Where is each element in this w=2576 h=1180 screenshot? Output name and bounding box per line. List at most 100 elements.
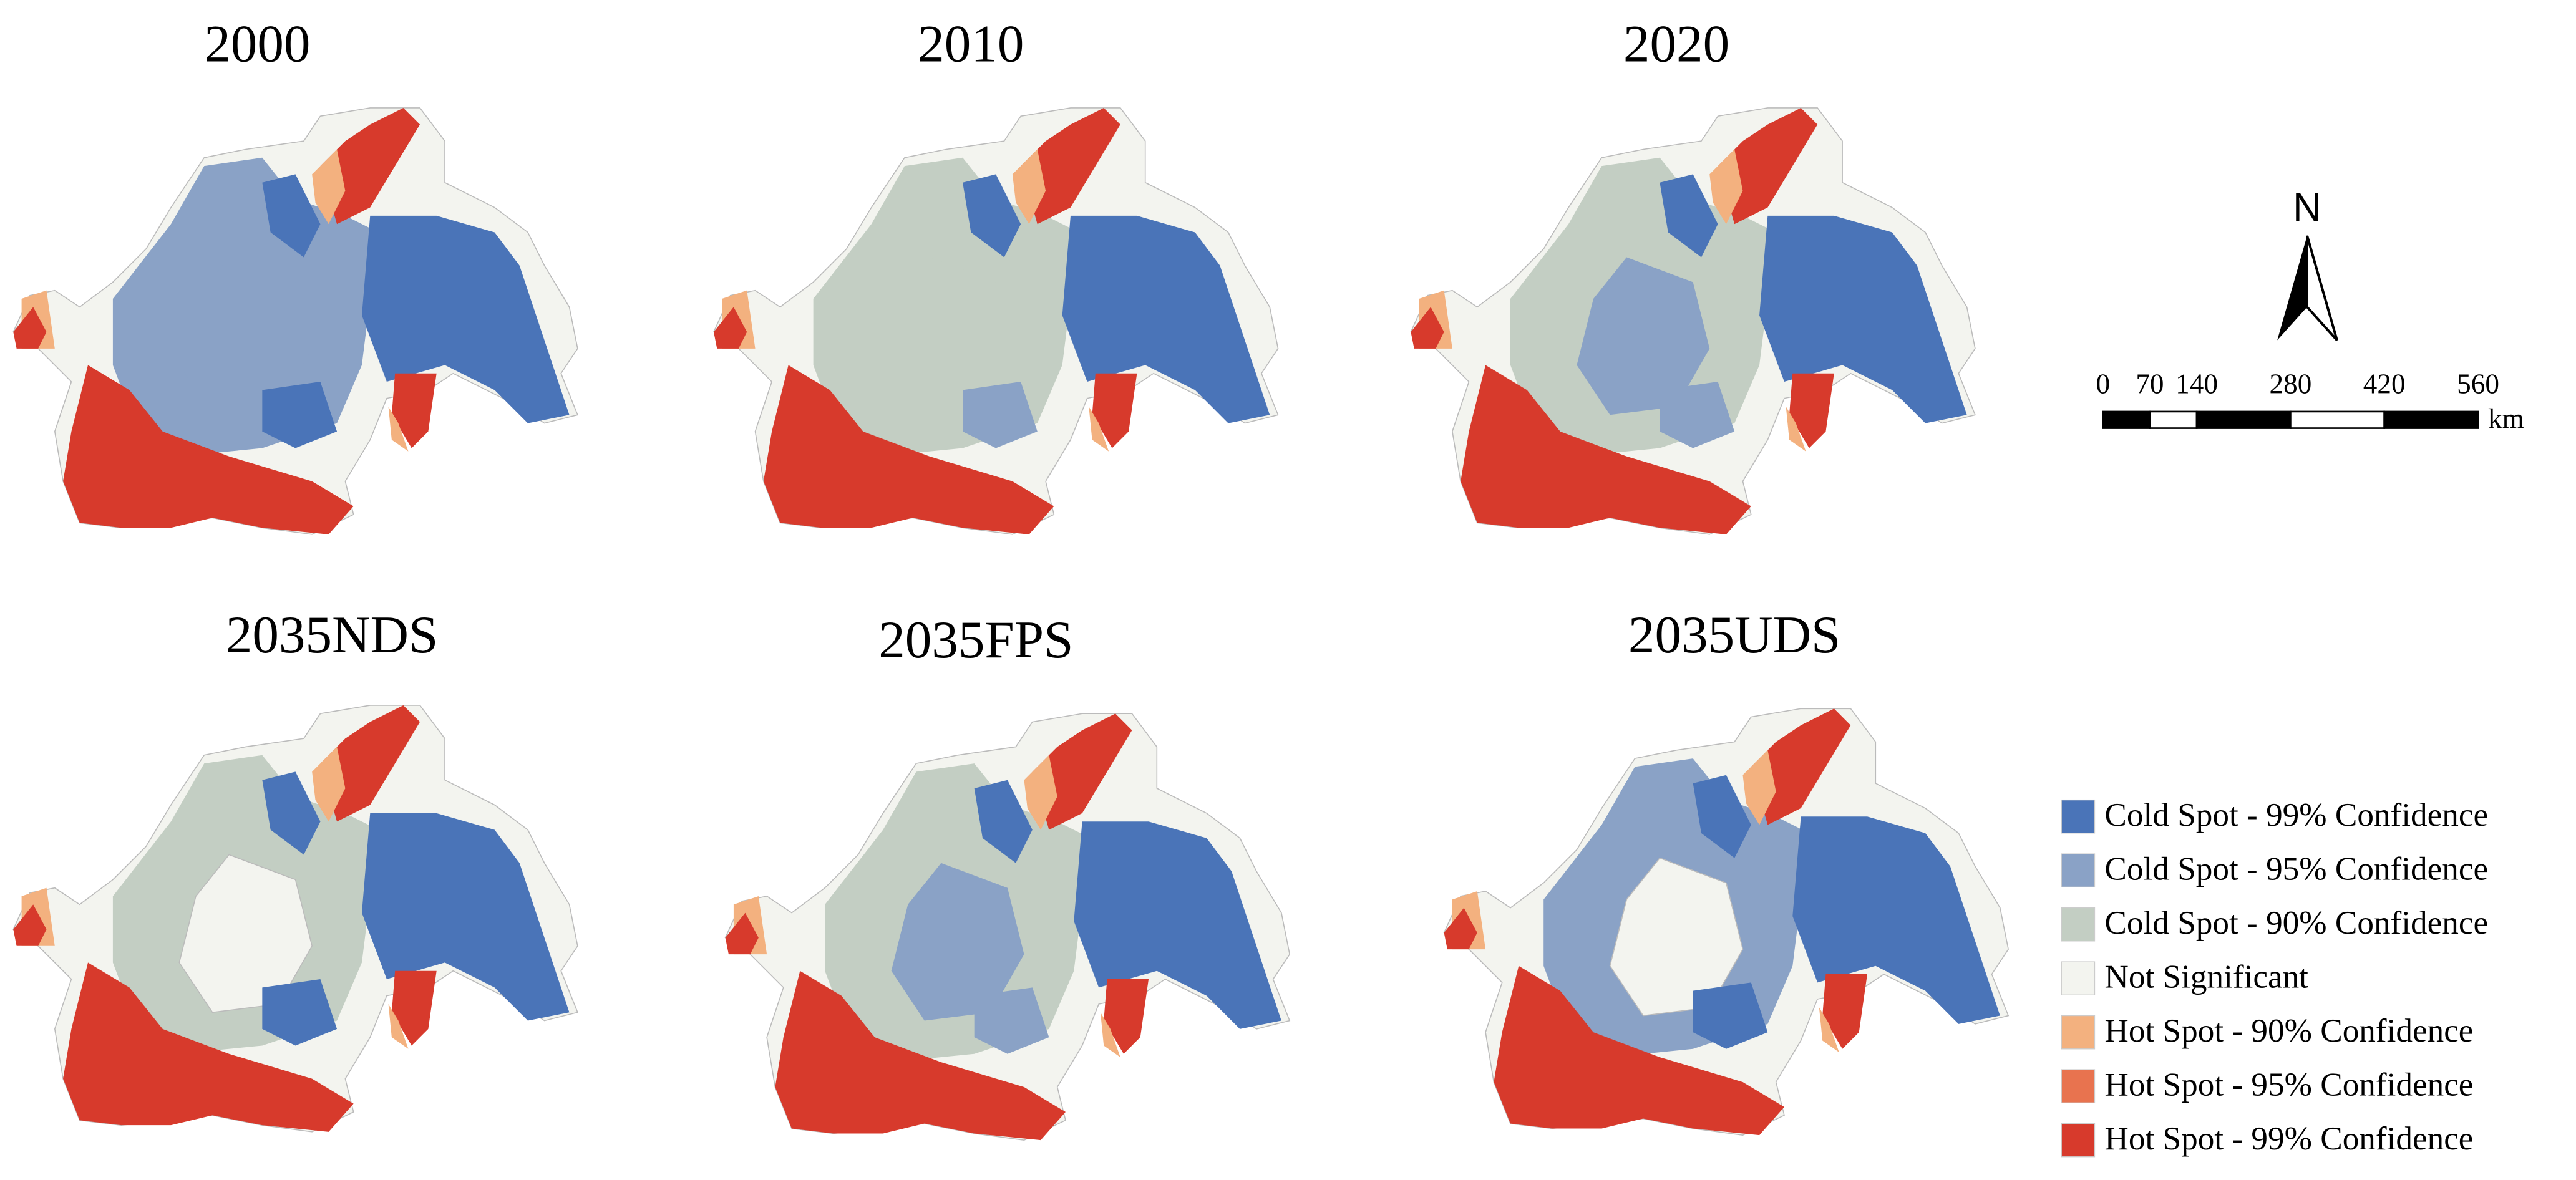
scale-segment xyxy=(2290,410,2386,429)
map-region xyxy=(63,962,354,1132)
map-region xyxy=(388,406,409,452)
map-region xyxy=(178,854,313,1013)
map-region xyxy=(320,107,420,225)
map-region xyxy=(13,904,47,946)
map-region xyxy=(391,373,437,448)
arrow-left xyxy=(2277,235,2308,341)
panel-title: 2010 xyxy=(918,14,1024,73)
map-region xyxy=(725,912,759,955)
scale-tick-label: 70 xyxy=(2136,369,2164,400)
map-region xyxy=(1742,750,1776,825)
map-region xyxy=(13,307,47,349)
map-region xyxy=(262,382,338,448)
north-label: N xyxy=(2293,185,2321,230)
map-region xyxy=(1792,816,2000,1024)
legend-swatch xyxy=(2061,1069,2096,1103)
map-region xyxy=(1693,982,1768,1049)
hotspot-map xyxy=(12,705,578,1133)
scale-tick-label: 0 xyxy=(2096,369,2110,400)
scale-tick-label: 140 xyxy=(2175,369,2218,400)
hotspot-map xyxy=(1410,107,1976,535)
panel-title: 2000 xyxy=(204,14,310,73)
map-region xyxy=(320,705,420,822)
map-region xyxy=(963,174,1021,258)
map-region xyxy=(1709,149,1743,225)
map-region xyxy=(1660,382,1735,448)
panel-title: 2035UDS xyxy=(1628,606,1841,664)
legend-label: Cold Spot - 90% Confidence xyxy=(2104,904,2488,941)
map-region xyxy=(63,365,354,534)
map-region xyxy=(1024,755,1057,830)
scale-segment xyxy=(2149,410,2198,429)
legend-label: Hot Spot - 99% Confidence xyxy=(2104,1120,2473,1157)
map-region xyxy=(1461,365,1751,534)
panel-title: 2035NDS xyxy=(226,606,439,664)
map-region xyxy=(1718,107,1818,225)
map-region xyxy=(1819,1007,1839,1053)
scale-tick-label: 280 xyxy=(2269,369,2311,400)
legend-label: Hot Spot - 95% Confidence xyxy=(2104,1066,2473,1103)
map-region xyxy=(361,813,570,1021)
legend-label: Not Significant xyxy=(2104,959,2308,995)
scale-bar: 0 70 140 280 420 560 km xyxy=(2096,369,2524,435)
scale-segment xyxy=(2383,410,2479,429)
legend-swatch xyxy=(2061,907,2096,942)
hotspot-map xyxy=(724,713,1291,1141)
map-region xyxy=(1104,979,1149,1054)
north-arrow: N xyxy=(2277,185,2338,341)
map-region xyxy=(391,970,437,1046)
map-region xyxy=(1577,257,1710,415)
map-region xyxy=(1032,713,1132,830)
map-region xyxy=(312,747,346,822)
map-region xyxy=(891,863,1024,1021)
panel-title: 2035FPS xyxy=(878,611,1073,669)
map-region xyxy=(974,987,1049,1054)
legend-swatch xyxy=(2061,961,2096,995)
map-region xyxy=(388,1003,409,1049)
legend-swatch xyxy=(2061,799,2096,834)
legend-label: Cold Spot - 95% Confidence xyxy=(2104,851,2488,887)
map-region xyxy=(1089,406,1109,452)
map-region xyxy=(312,149,346,225)
map-region xyxy=(1660,174,1718,258)
map-region xyxy=(1751,708,1851,825)
map-region xyxy=(1012,149,1046,225)
scale-tick-label: 560 xyxy=(2457,369,2499,400)
map-region xyxy=(1074,821,1281,1029)
map-region xyxy=(1100,1012,1120,1058)
map-panels: 2000 2010 2020 2035NDS 2035FPS 2035UDS xyxy=(12,14,2010,1141)
map-region xyxy=(713,307,747,349)
hotspot-map xyxy=(712,107,1279,535)
map-region xyxy=(262,174,321,258)
scale-segment xyxy=(2102,410,2151,429)
legend-swatch xyxy=(2061,1123,2096,1158)
arrow-right xyxy=(2306,235,2338,341)
scale-tick-label: 420 xyxy=(2363,369,2406,400)
map-region xyxy=(262,979,338,1046)
scale-unit: km xyxy=(2488,404,2524,435)
legend-swatch xyxy=(2061,1015,2096,1050)
map-region xyxy=(1092,373,1137,448)
map-region xyxy=(361,215,570,423)
map-region xyxy=(1411,307,1444,349)
map-region xyxy=(1822,974,1867,1049)
legend-label: Hot Spot - 90% Confidence xyxy=(2104,1012,2473,1049)
map-region xyxy=(1789,373,1834,448)
map-region xyxy=(1062,215,1270,423)
panel-title: 2020 xyxy=(1623,14,1729,73)
scale-segment xyxy=(2195,410,2292,429)
map-region xyxy=(1021,107,1120,225)
map-region xyxy=(1494,965,1784,1136)
map-region xyxy=(179,257,313,415)
map-region xyxy=(880,257,1013,415)
map-region xyxy=(1609,857,1744,1017)
map-region xyxy=(1786,406,1806,452)
legend-label: Cold Spot - 99% Confidence xyxy=(2104,796,2488,833)
legend-swatch xyxy=(2061,853,2096,887)
map-region xyxy=(763,365,1054,534)
map-region xyxy=(1444,907,1477,950)
map-region xyxy=(775,970,1066,1141)
hotspot-map xyxy=(1443,708,2010,1136)
legend: Cold Spot - 99% Confidence Cold Spot - 95… xyxy=(2061,796,2488,1158)
map-region xyxy=(963,382,1038,448)
